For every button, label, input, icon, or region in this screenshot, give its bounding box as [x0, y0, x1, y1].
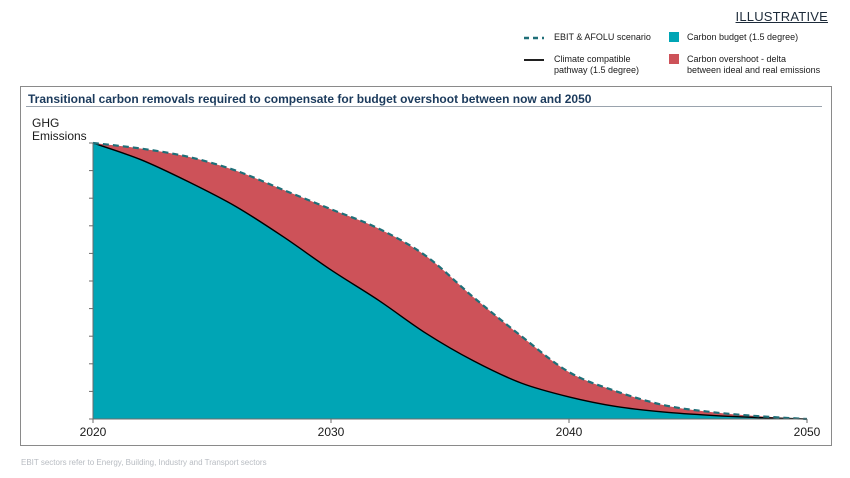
legend-item-pathway: Climate compatible pathway (1.5 degree) [524, 54, 639, 76]
footnote: EBIT sectors refer to Energy, Building, … [21, 458, 267, 467]
title-divider [26, 106, 822, 107]
ebit-scenario-line [92, 141, 808, 421]
y-axis-label: GHG Emissions [32, 117, 87, 143]
legend-item-ebit: EBIT & AFOLU scenario [524, 32, 651, 43]
legend-label-overshoot: Carbon overshoot - delta between ideal a… [687, 54, 821, 75]
climate-pathway-line [92, 142, 808, 420]
overshoot-area [93, 143, 807, 419]
legend-item-overshoot: Carbon overshoot - delta between ideal a… [669, 54, 820, 76]
legend: EBIT & AFOLU scenario Carbon budget (1.5… [0, 0, 850, 90]
x-tick-label: 2050 [794, 425, 821, 439]
carbon-budget-area [93, 143, 807, 419]
legend-label-ebit: EBIT & AFOLU scenario [554, 32, 651, 42]
y-axis-label-line: GHG [32, 116, 60, 130]
x-tick-label: 2030 [318, 425, 345, 439]
x-tick-label: 2040 [556, 425, 583, 439]
budget-swatch-icon [669, 32, 679, 42]
legend-label-budget: Carbon budget (1.5 degree) [687, 32, 799, 42]
x-tick-label: 2020 [80, 425, 107, 439]
overshoot-swatch-icon [669, 54, 679, 64]
dashed-line-icon [524, 36, 544, 40]
y-axis-label-line: Emissions [32, 129, 87, 143]
chart-frame [20, 86, 832, 446]
legend-label-pathway: Climate compatible pathway (1.5 degree) [554, 54, 640, 75]
illustrative-label: ILLUSTRATIVE [735, 9, 828, 24]
chart-title: Transitional carbon removals required to… [28, 92, 592, 106]
solid-line-icon [524, 59, 544, 61]
legend-item-budget: Carbon budget (1.5 degree) [669, 32, 798, 43]
